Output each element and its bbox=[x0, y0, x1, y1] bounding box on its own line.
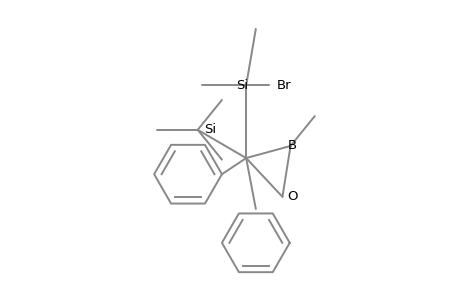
Text: B: B bbox=[287, 140, 296, 152]
Text: O: O bbox=[286, 190, 297, 203]
Text: Si: Si bbox=[235, 79, 247, 92]
Text: Si: Si bbox=[203, 123, 215, 136]
Text: Br: Br bbox=[276, 79, 291, 92]
